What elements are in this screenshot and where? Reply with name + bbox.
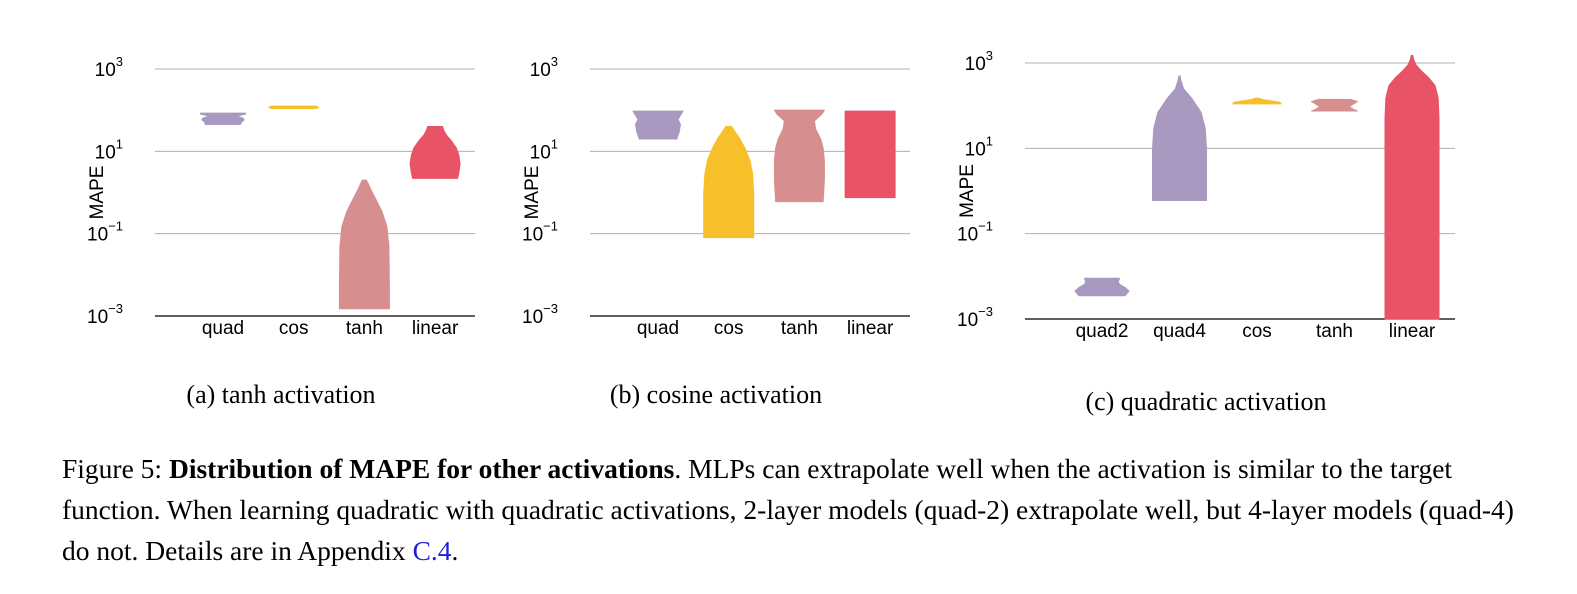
violin-quad [632,110,684,140]
x-tick-label: tanh [781,318,818,339]
x-tick-label: tanh [1316,321,1353,342]
violin-linear [844,110,896,199]
violin-cos [1232,97,1282,105]
chart-panel-c: 10−3 10−1 101 103 MAPE quad2 quad4 cos tanh linea… [950,20,1510,420]
subfigure-caption: (c) quadratic activation [1085,387,1326,416]
x-tick-label: quad2 [1076,321,1129,342]
x-tick-label: cos [714,318,744,339]
y-tick-label: 103 [530,54,558,81]
chart-panel-b: 10−3 10−1 101 103 MAPE quad cos tanh linear (b) c… [515,20,985,420]
chart-c-svg: 10−3 10−1 101 103 MAPE quad2 quad4 cos tanh linea… [957,48,1455,416]
y-tick-label: 103 [95,54,123,81]
violin-cos [703,126,755,239]
y-tick-label: 101 [965,133,993,160]
violin-tanh [1311,98,1358,112]
y-axis-label: MAPE [522,166,543,220]
subfigure-caption: (a) tanh activation [186,380,375,409]
y-tick-label: 10−1 [522,219,558,246]
x-tick-label: cos [279,318,309,339]
caption-appendix-link[interactable]: C.4 [412,535,452,566]
x-tick-label: linear [412,318,459,339]
chart-a-svg: 10−3 10−1 101 103 MAPE quad cos tanh linear (a) t… [87,54,475,409]
violin-linear [409,126,461,179]
y-tick-label: 10−3 [957,304,993,331]
y-axis-label: MAPE [87,166,108,220]
y-tick-label: 10−1 [87,219,123,246]
y-tick-label: 10−3 [87,301,123,328]
x-tick-label: quad [637,318,679,339]
x-tick-label: tanh [346,318,383,339]
x-tick-label: quad [202,318,244,339]
chart-b-svg: 10−3 10−1 101 103 MAPE quad cos tanh linear (b) c… [522,54,910,409]
violin-quad [200,112,246,125]
caption-end: . [451,535,459,566]
subfigure-caption: (b) cosine activation [610,380,822,409]
x-tick-label: linear [1389,321,1436,342]
x-tick-label: cos [1242,321,1272,342]
y-tick-label: 101 [95,136,123,163]
y-tick-label: 10−1 [957,219,993,246]
violin-linear [1384,54,1440,320]
chart-panel-a: 10−3 10−1 101 103 MAPE quad cos tanh linear (a) t… [80,20,550,420]
violin-tanh [338,179,390,310]
violin-tanh [773,109,825,203]
y-tick-label: 101 [530,136,558,163]
y-tick-label: 10−3 [522,301,558,328]
y-tick-label: 103 [965,48,993,75]
caption-prefix: Figure 5: [62,453,169,484]
caption-bold-title: Distribution of MAPE for other activatio… [168,453,675,484]
x-tick-label: quad4 [1153,321,1206,342]
y-axis-label: MAPE [957,164,978,218]
caption-body: . MLPs can extrapolate well when the act… [62,453,1514,566]
violin-quad2 [1074,277,1130,297]
violin-cos [268,105,320,109]
figure-caption: Figure 5: Distribution of MAPE for other… [62,448,1542,571]
violin-quad4 [1152,75,1207,201]
x-tick-label: linear [847,318,894,339]
